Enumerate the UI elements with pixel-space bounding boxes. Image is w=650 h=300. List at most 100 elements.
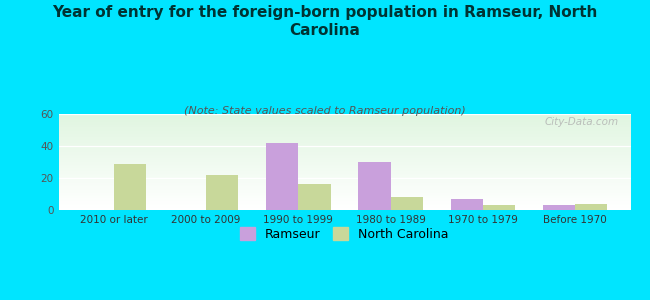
Bar bbox=[58, 165, 630, 166]
Bar bbox=[58, 114, 630, 115]
Bar bbox=[58, 128, 630, 129]
Bar bbox=[58, 134, 630, 135]
Bar bbox=[58, 159, 630, 160]
Bar bbox=[58, 125, 630, 127]
Bar bbox=[58, 200, 630, 201]
Bar bbox=[58, 146, 630, 147]
Bar bbox=[298, 184, 331, 210]
Bar bbox=[58, 137, 630, 138]
Bar bbox=[58, 143, 630, 144]
Bar bbox=[58, 156, 630, 157]
Bar bbox=[58, 179, 630, 180]
Bar bbox=[58, 154, 630, 155]
Bar bbox=[58, 173, 630, 175]
Bar bbox=[58, 121, 630, 122]
Bar bbox=[58, 118, 630, 119]
Bar bbox=[58, 123, 630, 124]
Bar bbox=[58, 192, 630, 193]
Bar bbox=[58, 115, 630, 116]
Bar bbox=[58, 172, 630, 173]
Bar bbox=[58, 135, 630, 136]
Bar bbox=[58, 149, 630, 151]
Bar bbox=[58, 177, 630, 178]
Text: City-Data.com: City-Data.com bbox=[545, 117, 619, 127]
Bar bbox=[58, 132, 630, 133]
Bar bbox=[58, 136, 630, 137]
Bar bbox=[58, 139, 630, 140]
Bar bbox=[58, 206, 630, 207]
Bar bbox=[58, 147, 630, 148]
Bar bbox=[58, 190, 630, 191]
Bar bbox=[58, 208, 630, 209]
Bar bbox=[206, 175, 239, 210]
Bar bbox=[391, 197, 423, 210]
Bar bbox=[58, 204, 630, 205]
Bar bbox=[58, 189, 630, 190]
Bar bbox=[58, 138, 630, 139]
Bar bbox=[58, 191, 630, 192]
Bar bbox=[58, 197, 630, 199]
Bar bbox=[58, 176, 630, 177]
Bar bbox=[58, 158, 630, 159]
Bar bbox=[58, 195, 630, 196]
Bar bbox=[58, 131, 630, 132]
Bar bbox=[58, 205, 630, 206]
Bar bbox=[58, 163, 630, 164]
Bar bbox=[58, 202, 630, 203]
Bar bbox=[358, 162, 391, 210]
Bar bbox=[58, 151, 630, 152]
Bar bbox=[58, 181, 630, 182]
Bar bbox=[58, 178, 630, 179]
Bar bbox=[58, 170, 630, 171]
Bar bbox=[58, 152, 630, 153]
Bar bbox=[58, 124, 630, 125]
Bar bbox=[58, 129, 630, 130]
Bar bbox=[58, 199, 630, 200]
Bar bbox=[58, 142, 630, 143]
Bar bbox=[58, 141, 630, 142]
Bar bbox=[58, 201, 630, 202]
Bar bbox=[58, 120, 630, 121]
Bar bbox=[58, 160, 630, 161]
Bar bbox=[58, 182, 630, 183]
Bar bbox=[58, 161, 630, 162]
Bar bbox=[58, 193, 630, 194]
Bar bbox=[58, 175, 630, 176]
Text: Year of entry for the foreign-born population in Ramseur, North
Carolina: Year of entry for the foreign-born popul… bbox=[52, 4, 598, 38]
Bar bbox=[450, 199, 483, 210]
Bar bbox=[58, 164, 630, 165]
Bar bbox=[58, 130, 630, 131]
Bar bbox=[58, 148, 630, 149]
Bar bbox=[58, 133, 630, 134]
Bar bbox=[58, 183, 630, 184]
Bar bbox=[58, 180, 630, 181]
Bar bbox=[58, 171, 630, 172]
Legend: Ramseur, North Carolina: Ramseur, North Carolina bbox=[235, 222, 454, 246]
Bar bbox=[58, 127, 630, 128]
Bar bbox=[58, 209, 630, 210]
Bar bbox=[58, 153, 630, 154]
Bar bbox=[58, 119, 630, 120]
Bar bbox=[58, 155, 630, 156]
Bar bbox=[575, 204, 608, 210]
Bar bbox=[58, 145, 630, 146]
Bar bbox=[58, 144, 630, 145]
Bar bbox=[543, 205, 575, 210]
Bar bbox=[58, 194, 630, 195]
Bar bbox=[58, 117, 630, 118]
Bar bbox=[58, 184, 630, 185]
Bar bbox=[58, 188, 630, 189]
Bar bbox=[58, 169, 630, 170]
Bar bbox=[58, 203, 630, 204]
Bar bbox=[58, 167, 630, 168]
Bar bbox=[58, 207, 630, 208]
Bar bbox=[58, 157, 630, 158]
Bar bbox=[58, 196, 630, 197]
Bar bbox=[58, 122, 630, 123]
Bar bbox=[58, 168, 630, 169]
Bar bbox=[114, 164, 146, 210]
Text: (Note: State values scaled to Ramseur population): (Note: State values scaled to Ramseur po… bbox=[184, 106, 466, 116]
Bar bbox=[58, 166, 630, 167]
Bar bbox=[58, 140, 630, 141]
Bar bbox=[58, 187, 630, 188]
